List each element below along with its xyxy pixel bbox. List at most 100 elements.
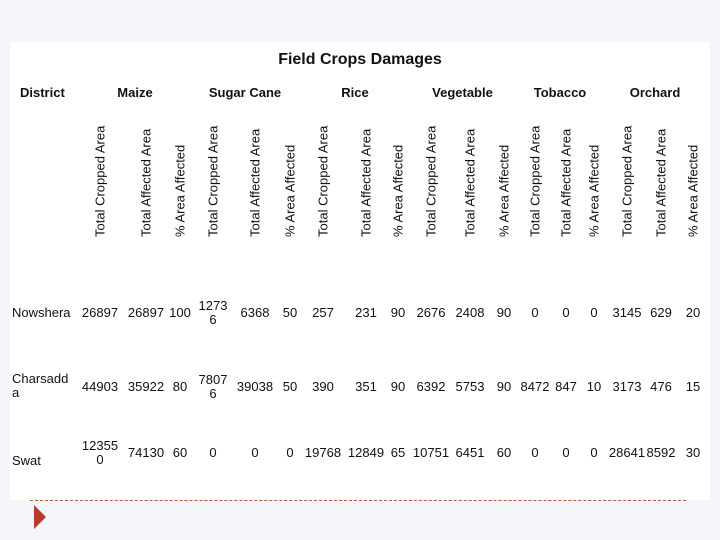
table-cell: 5753 (455, 379, 485, 394)
group-tobacco: Tobacco (533, 85, 587, 100)
column-header-label: Total Affected Area (358, 128, 374, 237)
column-header-label: % Area Affected (586, 144, 602, 237)
table-cell: 30 (685, 445, 701, 460)
table-cell: 28641 (608, 445, 646, 460)
column-header-label: Total Affected Area (558, 128, 574, 237)
table-cell: 60 (172, 445, 188, 460)
table-cell: 2676 (416, 305, 446, 320)
table-cell: 390 (312, 379, 334, 394)
table-cell: 476 (650, 379, 672, 394)
column-header-label: Total Cropped Area (527, 125, 543, 237)
table-cell: 6392 (416, 379, 446, 394)
group-rice: Rice (341, 85, 369, 100)
table-cell: 7807 6 (198, 372, 228, 401)
column-header: Total Affected Area (649, 122, 673, 252)
group-sugar-cane: Sugar Cane (208, 85, 282, 100)
table-cell: 8472 (520, 379, 550, 394)
column-header-label: Total Cropped Area (423, 125, 439, 237)
table-cell: 0 (531, 445, 539, 460)
table-cell: 50 (282, 305, 298, 320)
column-header-label: Total Affected Area (247, 128, 263, 237)
table-cell: 0 (286, 445, 294, 460)
column-header-label: % Area Affected (282, 144, 298, 237)
table-cell: 3145 (612, 305, 642, 320)
column-header-label: Total Cropped Area (205, 125, 221, 237)
table-cell: 65 (390, 445, 406, 460)
table-cell: 10 (586, 379, 602, 394)
column-header: Total Affected Area (134, 122, 158, 252)
group-orchard: Orchard (629, 85, 681, 100)
footer-divider (30, 500, 686, 501)
table-cell: 351 (355, 379, 377, 394)
table-cell: 0 (590, 445, 598, 460)
column-header-label: Total Affected Area (138, 128, 154, 237)
column-header-label: Total Cropped Area (92, 125, 108, 237)
table-cell: 231 (355, 305, 377, 320)
table-cell: 15 (685, 379, 701, 394)
column-header-label: Total Cropped Area (315, 125, 331, 237)
column-header-label: % Area Affected (685, 144, 701, 237)
column-header: Total Affected Area (458, 122, 482, 252)
column-header: Total Cropped Area (615, 122, 639, 252)
column-header: Total Cropped Area (419, 122, 443, 252)
table-cell: 90 (390, 379, 406, 394)
table-cell: 2408 (455, 305, 485, 320)
column-header: Total Affected Area (243, 122, 267, 252)
group-vegetable: Vegetable (432, 85, 493, 100)
column-header: Total Affected Area (354, 122, 378, 252)
table-cell: 26897 (81, 305, 119, 320)
table-cell: 0 (562, 305, 570, 320)
column-header: % Area Affected (278, 122, 302, 252)
table-cell: 257 (312, 305, 334, 320)
district-cell: Nowshera (12, 305, 71, 320)
column-header: % Area Affected (492, 122, 516, 252)
table-cell: 1273 6 (198, 298, 228, 327)
column-header: Total Affected Area (554, 122, 578, 252)
table-cell: 100 (169, 305, 191, 320)
table-cell: 6451 (455, 445, 485, 460)
column-header: % Area Affected (168, 122, 192, 252)
table-cell: 0 (531, 305, 539, 320)
table-cell: 90 (496, 305, 512, 320)
column-header-label: % Area Affected (172, 144, 188, 237)
table-cell: 629 (650, 305, 672, 320)
table-cell: 20 (685, 305, 701, 320)
column-header-label: Total Affected Area (462, 128, 478, 237)
page-title: Field Crops Damages (278, 51, 442, 68)
district-cell: Swat (12, 453, 41, 468)
slide-frame (10, 42, 710, 500)
table-cell: 0 (251, 445, 259, 460)
column-header: % Area Affected (386, 122, 410, 252)
table-cell: 6368 (240, 305, 270, 320)
column-header: Total Cropped Area (88, 122, 112, 252)
column-header-label: Total Affected Area (653, 128, 669, 237)
table-cell: 60 (496, 445, 512, 460)
group-maize: Maize (117, 85, 153, 100)
table-cell: 12849 (347, 445, 385, 460)
table-cell: 0 (562, 445, 570, 460)
table-cell: 3173 (612, 379, 642, 394)
column-header: % Area Affected (681, 122, 705, 252)
table-cell: 80 (172, 379, 188, 394)
table-cell: 26897 (127, 305, 165, 320)
table-cell: 8592 (646, 445, 676, 460)
column-header: % Area Affected (582, 122, 606, 252)
table-cell: 90 (496, 379, 512, 394)
column-header-label: % Area Affected (390, 144, 406, 237)
column-header: Total Cropped Area (201, 122, 225, 252)
table-cell: 39038 (236, 379, 274, 394)
column-header-label: % Area Affected (496, 144, 512, 237)
table-cell: 19768 (304, 445, 342, 460)
table-cell: 90 (390, 305, 406, 320)
column-header-label: Total Cropped Area (619, 125, 635, 237)
table-cell: 0 (209, 445, 217, 460)
district-header: District (20, 85, 65, 100)
table-cell: 44903 (81, 379, 119, 394)
column-header: Total Cropped Area (523, 122, 547, 252)
table-cell: 50 (282, 379, 298, 394)
table-cell: 74130 (127, 445, 165, 460)
table-cell: 10751 (412, 445, 450, 460)
table-cell: 847 (555, 379, 577, 394)
column-header: Total Cropped Area (311, 122, 335, 252)
table-cell: 0 (590, 305, 598, 320)
